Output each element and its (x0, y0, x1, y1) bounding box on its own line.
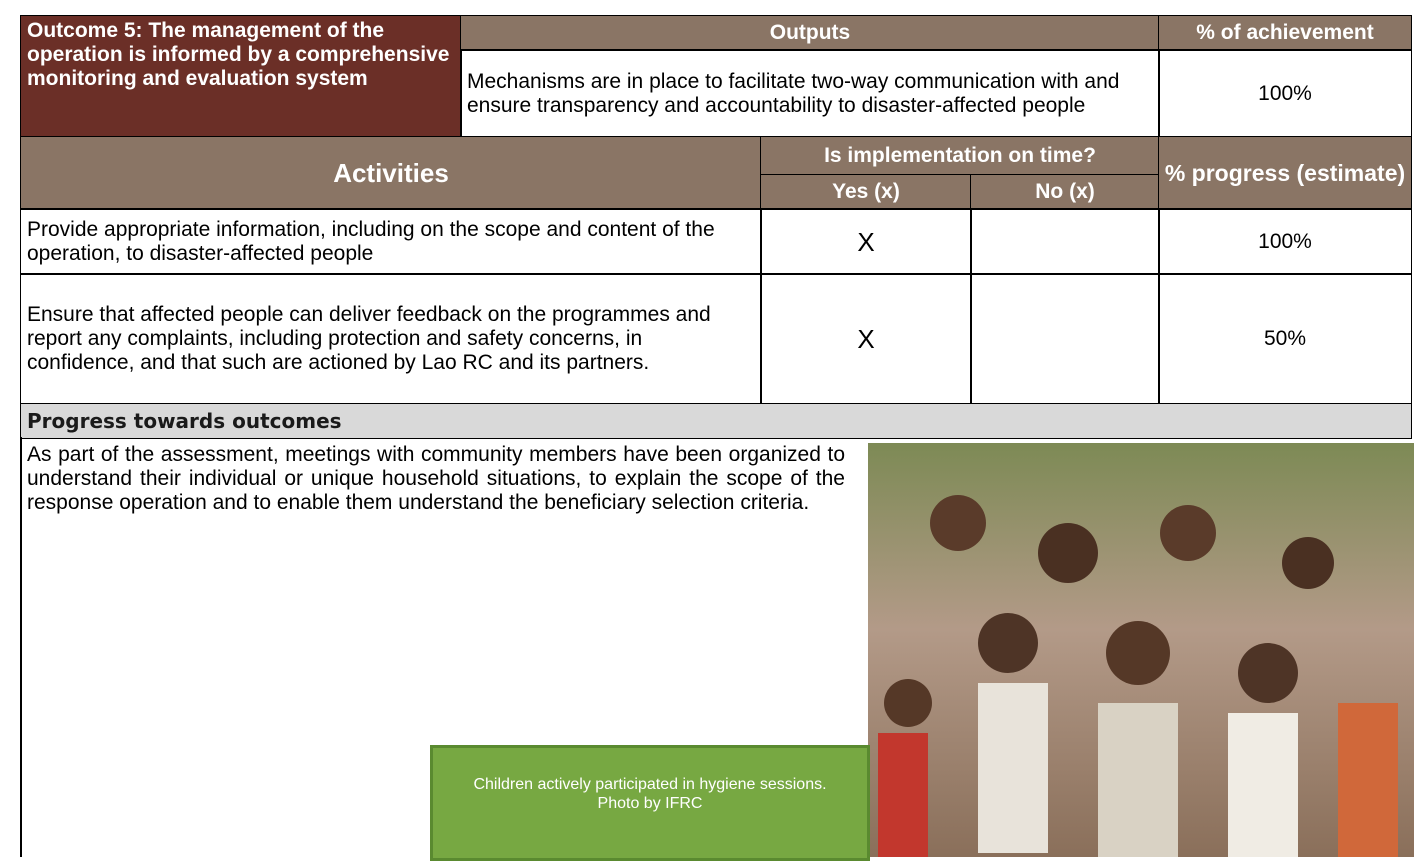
activity-progress: 50% (1158, 273, 1412, 405)
progress-header: % progress (estimate) (1158, 136, 1412, 210)
no-header: No (x) (970, 174, 1160, 210)
activity-yes: X (760, 273, 972, 405)
activities-header: Activities (20, 136, 762, 210)
progress-title: Progress towards outcomes (20, 403, 1412, 439)
outputs-header: Outputs (460, 15, 1160, 51)
output-text: Mechanisms are in place to facilitate tw… (460, 49, 1160, 138)
activity-text: Ensure that affected people can deliver … (20, 273, 762, 405)
left-border (20, 437, 22, 857)
photo (868, 443, 1414, 857)
on-time-header: Is implementation on time? (760, 136, 1160, 176)
outcome-cell: Outcome 5: The management of the operati… (20, 15, 462, 138)
activity-no (970, 208, 1160, 275)
activity-yes: X (760, 208, 972, 275)
photo-caption: Children actively participated in hygien… (430, 745, 870, 861)
activity-no (970, 273, 1160, 405)
achievement-header: % of achievement (1158, 15, 1412, 51)
activity-progress: 100% (1158, 208, 1412, 275)
output-achievement: 100% (1158, 49, 1412, 138)
activity-text: Provide appropriate information, includi… (20, 208, 762, 275)
progress-text: As part of the assessment, meetings with… (27, 443, 845, 514)
yes-header: Yes (x) (760, 174, 972, 210)
